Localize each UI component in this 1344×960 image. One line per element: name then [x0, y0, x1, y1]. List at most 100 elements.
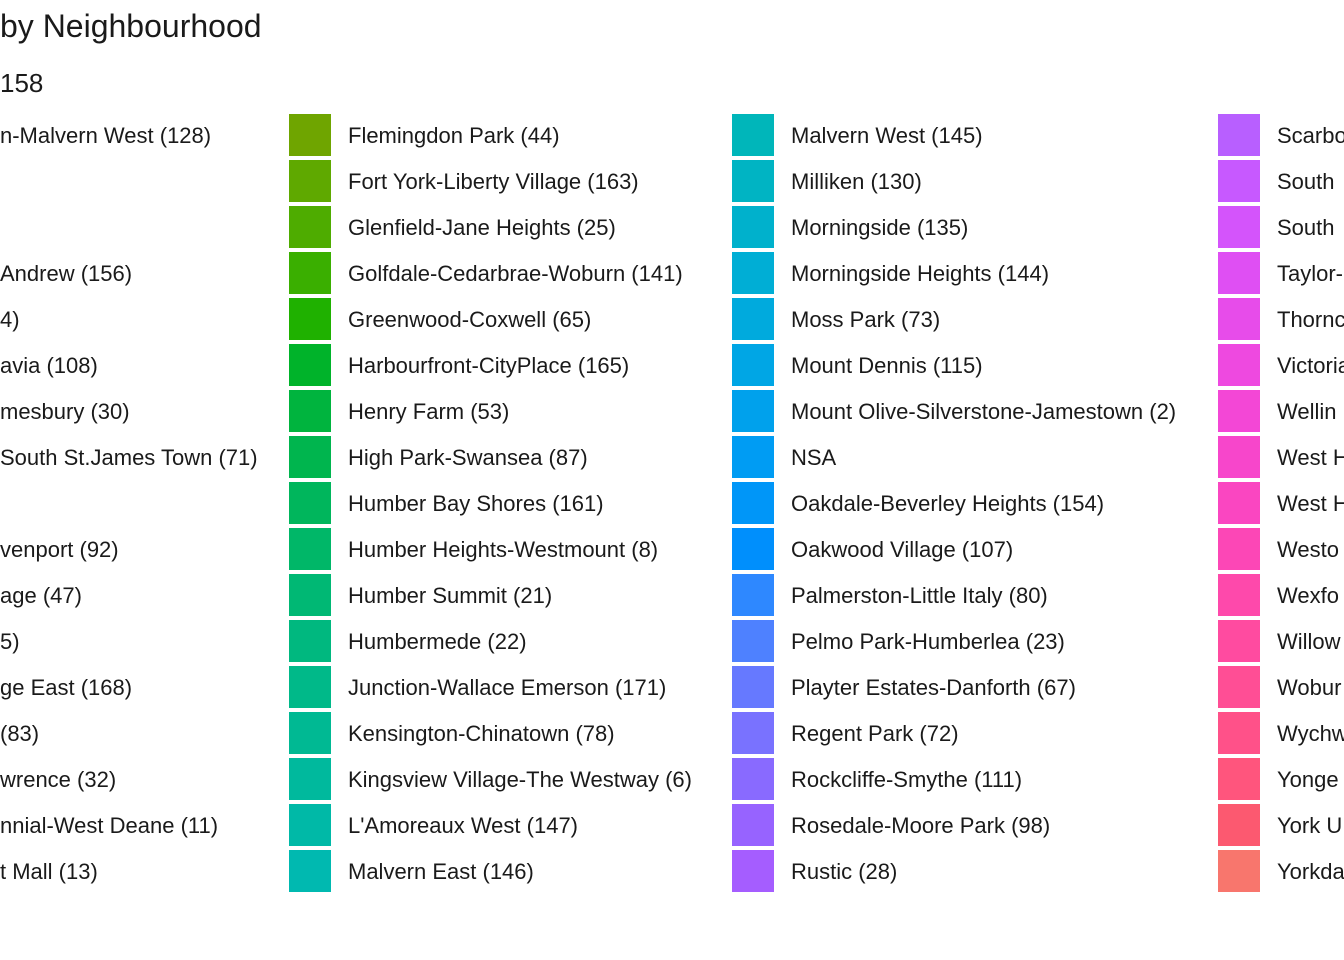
legend-label: Humber Bay Shores (161) [348, 491, 604, 516]
legend-label: wrence (32) [0, 767, 117, 792]
legend-label: venport (92) [0, 537, 119, 562]
legend-label: nnial-West Deane (11) [0, 813, 219, 838]
legend-label: South [1277, 215, 1335, 240]
legend-label: Mount Olive-Silverstone-Jamestown (2) [791, 399, 1177, 424]
legend-label: Rockcliffe-Smythe (111) [791, 767, 1023, 792]
legend-key [732, 528, 774, 570]
legend-key [289, 252, 331, 294]
legend-key [732, 206, 774, 248]
legend-label: Andrew (156) [0, 261, 133, 286]
legend-label: Morningside (135) [791, 215, 969, 240]
legend-label: Mount Dennis (115) [791, 353, 983, 378]
legend-label: Morningside Heights (144) [791, 261, 1050, 286]
legend-key [289, 390, 331, 432]
legend-label: Palmerston-Little Italy (80) [791, 583, 1048, 608]
legend-key [1218, 114, 1260, 156]
legend-label: avia (108) [0, 353, 98, 378]
legend-key [1218, 666, 1260, 708]
legend-key [732, 574, 774, 616]
legend-key [732, 252, 774, 294]
legend-label: Malvern East (146) [348, 859, 534, 884]
legend-label: Kingsview Village-The Westway (6) [348, 767, 692, 792]
chart-subtitle: 158 [0, 68, 44, 98]
legend-key [289, 206, 331, 248]
legend-key [1218, 804, 1260, 846]
legend-key [289, 850, 331, 892]
legend-key [732, 850, 774, 892]
legend-label: Oakdale-Beverley Heights (154) [791, 491, 1105, 516]
legend-label: Yorkda [1277, 859, 1344, 884]
legend-key [289, 160, 331, 202]
legend-key [289, 620, 331, 662]
legend-label: High Park-Swansea (87) [348, 445, 588, 470]
legend-label: ge East (168) [0, 675, 133, 700]
legend-label: Humbermede (22) [348, 629, 527, 654]
legend-key [289, 712, 331, 754]
legend-label: Oakwood Village (107) [791, 537, 1014, 562]
legend-label: Humber Heights-Westmount (8) [348, 537, 659, 562]
legend-label: NSA [791, 445, 837, 470]
legend-key [289, 758, 331, 800]
legend-key [1218, 160, 1260, 202]
legend-key [732, 666, 774, 708]
legend-label: n-Malvern West (128) [0, 123, 212, 148]
legend-label: Harbourfront-CityPlace (165) [348, 353, 630, 378]
legend-label: Playter Estates-Danforth (67) [791, 675, 1076, 700]
legend-label: Regent Park (72) [791, 721, 959, 746]
legend-label: mesbury (30) [0, 399, 130, 424]
legend-key [289, 528, 331, 570]
legend-key [732, 390, 774, 432]
legend-label: t Mall (13) [0, 859, 98, 884]
legend-key [732, 482, 774, 524]
legend-label: Flemingdon Park (44) [348, 123, 560, 148]
legend-key [1218, 482, 1260, 524]
chart-title: by Neighbourhood [0, 8, 262, 44]
legend-key [732, 298, 774, 340]
legend-label: Willow [1277, 629, 1341, 654]
legend-label: South St.James Town (71) [0, 445, 258, 470]
legend-key [289, 298, 331, 340]
legend-label: Fort York-Liberty Village (163) [348, 169, 639, 194]
legend-label: 4) [0, 307, 20, 332]
legend-label: Wellin [1277, 399, 1337, 424]
legend-key [1218, 850, 1260, 892]
legend-label: Victoria [1277, 353, 1344, 378]
legend-label: York U [1277, 813, 1343, 838]
legend-key [289, 666, 331, 708]
legend-label: Moss Park (73) [791, 307, 941, 332]
legend-label: Junction-Wallace Emerson (171) [348, 675, 667, 700]
legend-key [732, 712, 774, 754]
legend-label: West H [1277, 445, 1344, 470]
legend-label: Rustic (28) [791, 859, 898, 884]
legend-label: Kensington-Chinatown (78) [348, 721, 615, 746]
legend-label: Thornc [1277, 307, 1344, 332]
legend-key [732, 160, 774, 202]
legend-label: Scarbo [1277, 123, 1344, 148]
legend-key [289, 114, 331, 156]
legend-label: (83) [0, 721, 40, 746]
legend-key [732, 758, 774, 800]
legend-key [732, 620, 774, 662]
legend-key [732, 436, 774, 478]
legend-key [1218, 758, 1260, 800]
legend-key [732, 344, 774, 386]
legend-label: Henry Farm (53) [348, 399, 510, 424]
legend-label: Wexfo [1277, 583, 1339, 608]
legend-label: Malvern West (145) [791, 123, 983, 148]
legend-label: 5) [0, 629, 20, 654]
legend-label: Wychw [1277, 721, 1344, 746]
legend-label: age (47) [0, 583, 82, 608]
legend-label: Yonge [1277, 767, 1339, 792]
legend-label: Westo [1277, 537, 1339, 562]
legend-key [289, 436, 331, 478]
legend-key [732, 804, 774, 846]
legend-label: Wobur [1277, 675, 1342, 700]
legend-label: Pelmo Park-Humberlea (23) [791, 629, 1065, 654]
legend-key [1218, 528, 1260, 570]
legend-key [1218, 574, 1260, 616]
legend-label: L'Amoreaux West (147) [348, 813, 579, 838]
legend-label: Taylor- [1277, 261, 1344, 286]
legend-label: Glenfield-Jane Heights (25) [348, 215, 616, 240]
legend-label: Milliken (130) [791, 169, 922, 194]
legend-label: Golfdale-Cedarbrae-Woburn (141) [348, 261, 683, 286]
